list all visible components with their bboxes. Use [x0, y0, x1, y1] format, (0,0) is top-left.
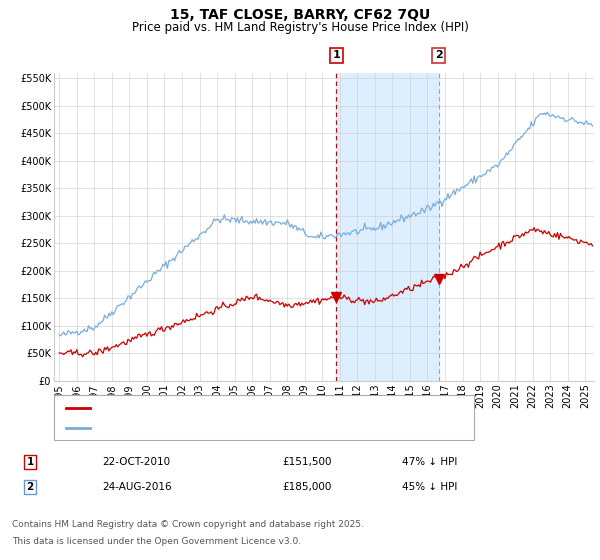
Text: 15, TAF CLOSE, BARRY, CF62 7QU: 15, TAF CLOSE, BARRY, CF62 7QU	[170, 8, 430, 22]
Text: 47% ↓ HPI: 47% ↓ HPI	[402, 457, 457, 467]
Text: 1: 1	[26, 457, 34, 467]
Text: This data is licensed under the Open Government Licence v3.0.: This data is licensed under the Open Gov…	[12, 537, 301, 546]
Text: 24-AUG-2016: 24-AUG-2016	[102, 482, 172, 492]
Text: 15, TAF CLOSE, BARRY, CF62 7QU (detached house): 15, TAF CLOSE, BARRY, CF62 7QU (detached…	[96, 403, 366, 413]
Text: 22-OCT-2010: 22-OCT-2010	[102, 457, 170, 467]
Text: £151,500: £151,500	[282, 457, 331, 467]
Bar	[336, 73, 439, 381]
Text: Price paid vs. HM Land Registry's House Price Index (HPI): Price paid vs. HM Land Registry's House …	[131, 21, 469, 34]
Text: 2: 2	[435, 50, 443, 60]
Text: 1: 1	[332, 50, 340, 60]
Text: £185,000: £185,000	[282, 482, 331, 492]
Text: HPI: Average price, detached house, Vale of Glamorgan: HPI: Average price, detached house, Vale…	[96, 423, 386, 433]
Text: Contains HM Land Registry data © Crown copyright and database right 2025.: Contains HM Land Registry data © Crown c…	[12, 520, 364, 529]
Text: 45% ↓ HPI: 45% ↓ HPI	[402, 482, 457, 492]
Text: 2: 2	[26, 482, 34, 492]
